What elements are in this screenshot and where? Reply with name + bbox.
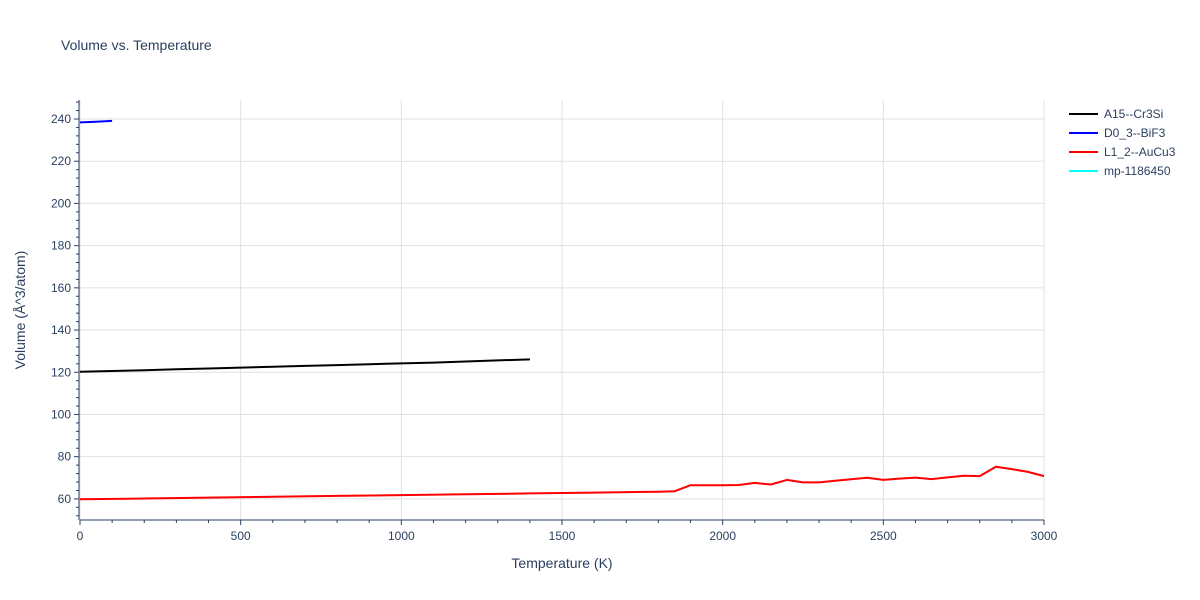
y-tick-label: 180 bbox=[51, 239, 71, 253]
x-axis-title: Temperature (K) bbox=[511, 555, 612, 571]
legend-item[interactable]: D0_3--BiF3 bbox=[1069, 126, 1166, 140]
chart-title: Volume vs. Temperature bbox=[61, 37, 212, 53]
series-line-a15-cr3si bbox=[79, 358, 530, 373]
legend-label: A15--Cr3Si bbox=[1104, 107, 1163, 121]
y-tick-label: 140 bbox=[51, 323, 71, 337]
y-tick-label: 120 bbox=[51, 365, 71, 379]
legend-label: L1_2--AuCu3 bbox=[1104, 145, 1176, 159]
series-line-l1-2-aucu3 bbox=[79, 465, 1045, 501]
x-tick-label: 1500 bbox=[549, 529, 576, 543]
axes: 0 500 1000 1500 2000 2500 3000 60 80 100 120 140 160… bbox=[51, 100, 1058, 543]
legend-item[interactable]: L1_2--AuCu3 bbox=[1069, 145, 1176, 159]
x-tick-label: 0 bbox=[77, 529, 84, 543]
series-layer bbox=[79, 119, 1045, 501]
legend-item[interactable]: mp-1186450 bbox=[1069, 164, 1171, 178]
x-tick-label: 1000 bbox=[388, 529, 415, 543]
x-tick-label: 3000 bbox=[1031, 529, 1058, 543]
x-tick-label: 500 bbox=[231, 529, 251, 543]
legend-label: D0_3--BiF3 bbox=[1104, 126, 1166, 140]
y-tick-label: 220 bbox=[51, 154, 71, 168]
legend-item[interactable]: A15--Cr3Si bbox=[1069, 107, 1163, 121]
series-line-d0-3-bif3 bbox=[79, 119, 113, 124]
y-tick-label: 240 bbox=[51, 112, 71, 126]
grid bbox=[79, 100, 1045, 520]
y-tick-label: 60 bbox=[58, 492, 72, 506]
y-axis-title: Volume (Å^3/atom) bbox=[12, 251, 28, 370]
x-tick-label: 2500 bbox=[870, 529, 897, 543]
y-tick-label: 80 bbox=[58, 450, 72, 464]
y-tick-label: 160 bbox=[51, 281, 71, 295]
legend[interactable]: A15--Cr3Si D0_3--BiF3 L1_2--AuCu3 mp-118645… bbox=[1069, 107, 1176, 178]
legend-label: mp-1186450 bbox=[1104, 164, 1171, 178]
y-tick-label: 200 bbox=[51, 196, 71, 210]
x-tick-label: 2000 bbox=[709, 529, 736, 543]
y-tick-label: 100 bbox=[51, 407, 71, 421]
